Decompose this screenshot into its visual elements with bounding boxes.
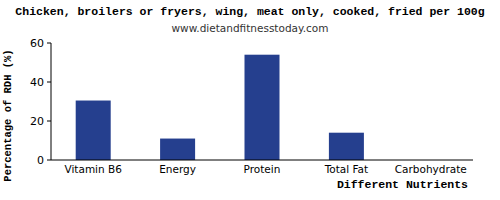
chart: Chicken, broilers or fryers, wing, meat … <box>0 0 500 200</box>
bar <box>245 55 280 160</box>
bar <box>76 101 111 160</box>
bar <box>160 139 195 160</box>
x-tick-label: Energy <box>159 163 196 175</box>
x-axis <box>51 160 473 161</box>
y-tick-label: 40 <box>30 76 44 89</box>
x-tick-label: Carbohydrate <box>395 163 467 175</box>
title: Chicken, broilers or fryers, wing, meat … <box>15 5 484 18</box>
bars <box>76 55 364 160</box>
y-tick <box>47 82 51 83</box>
y-axis <box>51 43 52 160</box>
y-tick <box>47 121 51 122</box>
subtitle: www.dietandfitnesstoday.com <box>172 22 329 34</box>
y-tick-label: 20 <box>30 115 44 128</box>
x-tick-label: Total Fat <box>324 163 369 175</box>
x-axis-label: Different Nutrients <box>337 178 468 191</box>
x-tick-label: Protein <box>244 163 281 175</box>
x-tick-label: Vitamin B6 <box>64 163 122 175</box>
y-axis-label: Percentage of RDH (%) <box>2 49 14 181</box>
y-tick <box>47 160 51 161</box>
y-tick-label: 0 <box>37 154 44 167</box>
y-tick <box>47 43 51 44</box>
y-tick-label: 60 <box>30 37 44 50</box>
bar <box>329 133 364 160</box>
